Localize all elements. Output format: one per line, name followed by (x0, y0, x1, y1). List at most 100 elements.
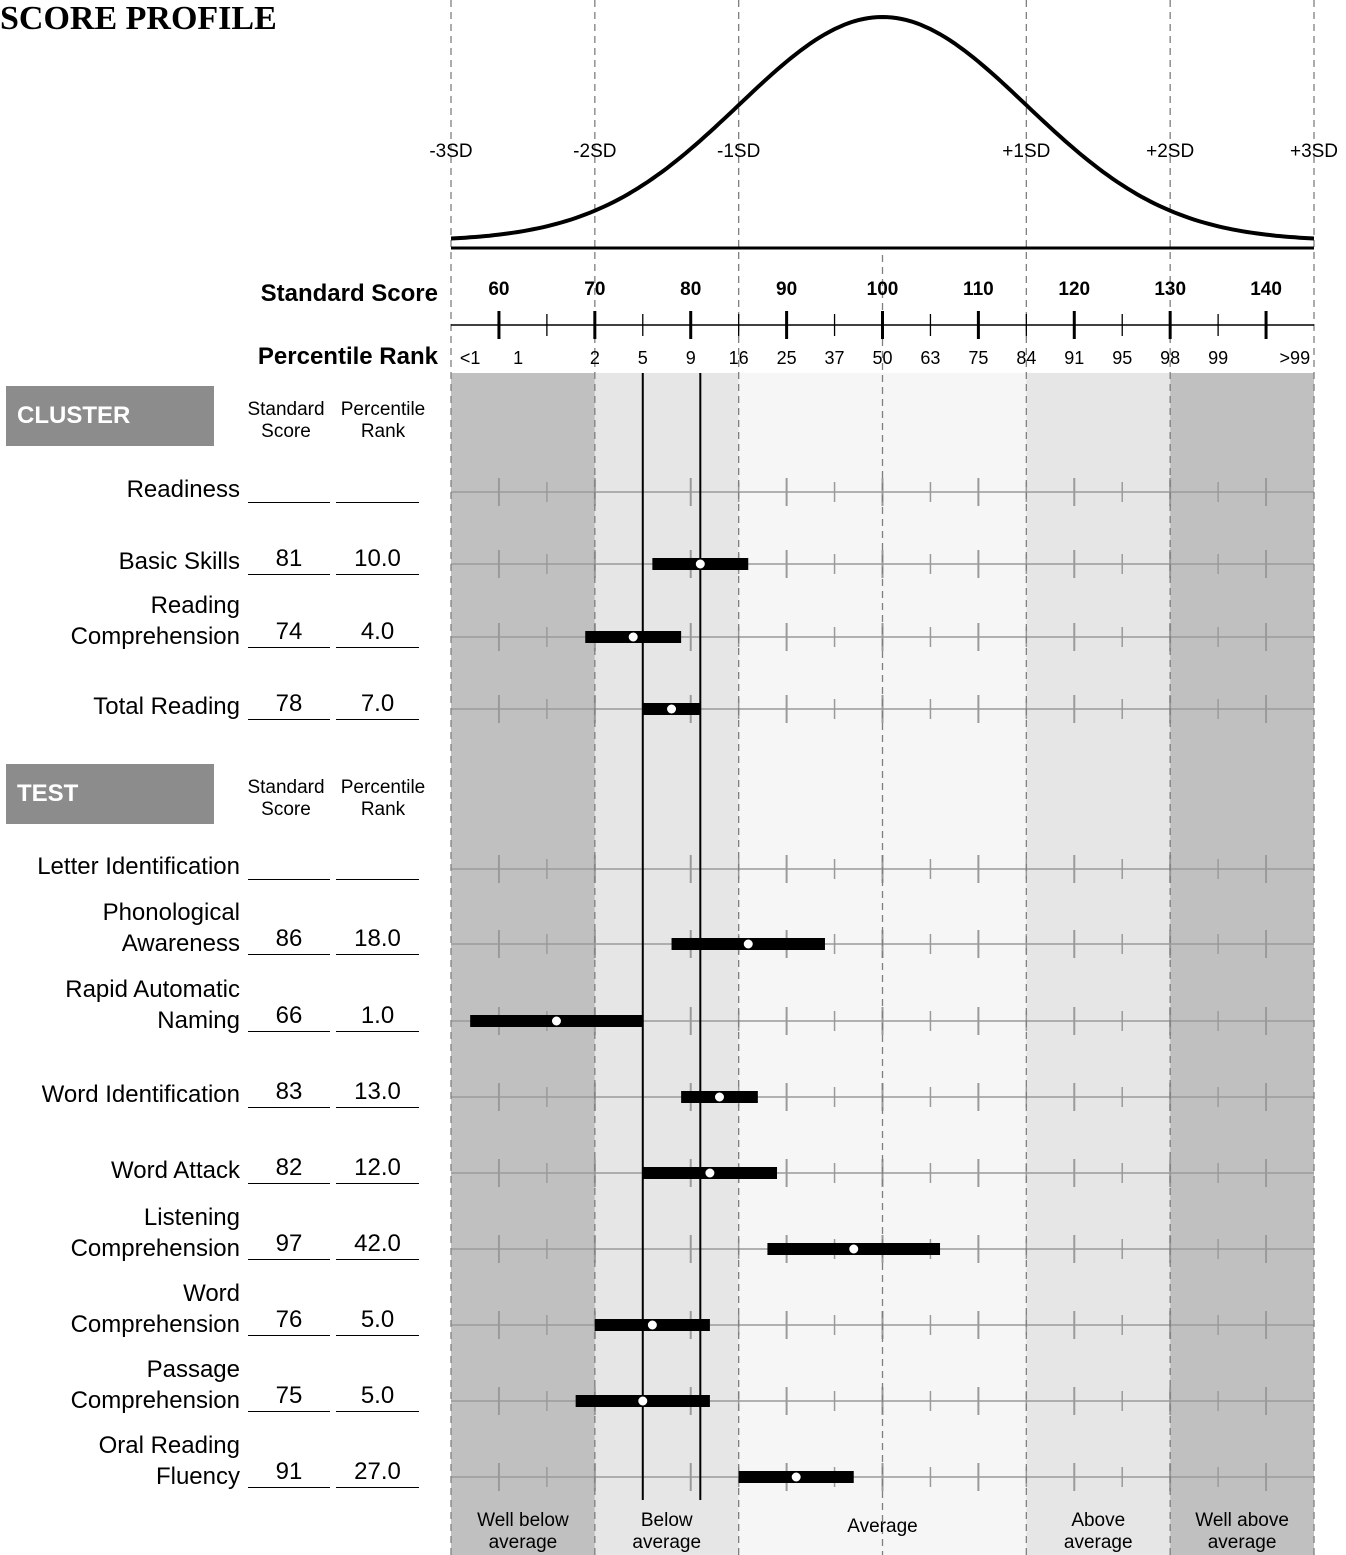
band-label: Above (1071, 1510, 1125, 1531)
band-4 (1170, 373, 1314, 1555)
ss-tick-label: 110 (963, 279, 994, 300)
test-section-header: TEST (6, 764, 214, 824)
test-score-marker (790, 1471, 802, 1483)
cluster-col-percentile-rank-text: Percentile Rank (340, 399, 426, 442)
sd-label: +3SD (1290, 141, 1338, 162)
test-row-label: Listening Comprehension (70, 1204, 240, 1262)
test-standard-score: 76 (248, 1305, 330, 1336)
test-row-label: Word Identification (41, 1081, 240, 1108)
test-percentile-rank: 5.0 (336, 1381, 419, 1412)
pr-tick-label: 2 (590, 348, 600, 368)
test-row-label: Letter Identification (37, 853, 240, 880)
test-standard-score: 86 (248, 924, 330, 955)
pr-tick-label: 50 (872, 348, 892, 368)
test-standard-score: 97 (248, 1229, 330, 1260)
cluster-percentile-rank: 10.0 (336, 544, 419, 575)
test-standard-score: 75 (248, 1381, 330, 1412)
test-row-label: Phonological Awareness (102, 899, 240, 957)
normal-curve (450, 14, 1315, 241)
cluster-section-header: CLUSTER (6, 386, 214, 446)
test-percentile-rank: 18.0 (336, 924, 419, 955)
cluster-row-label: Reading Comprehension (70, 592, 240, 650)
test-section-label: TEST (17, 780, 79, 807)
test-col-percentile-rank-text: Percentile Rank (340, 777, 426, 820)
test-standard-score: 91 (248, 1457, 330, 1488)
ss-tick-label: 70 (584, 279, 605, 300)
test-row-label: Oral Reading Fluency (98, 1432, 240, 1490)
band-label: Well below (477, 1510, 569, 1531)
test-row-label: Passage Comprehension (70, 1356, 240, 1414)
pr-tick-label: 99 (1208, 348, 1228, 368)
cluster-col-standard-score: Standard Score (242, 399, 330, 443)
test-score-marker (713, 1091, 725, 1103)
page-title: SCORE PROFILE (0, 0, 277, 37)
ss-tick-label: 90 (776, 279, 797, 300)
test-score-marker (550, 1015, 562, 1027)
cluster-section-label: CLUSTER (17, 402, 131, 429)
cluster-col-standard-score-text: Standard Score (247, 399, 325, 442)
sd-label: +2SD (1146, 141, 1194, 162)
test-standard-score: 66 (248, 1001, 330, 1032)
band-label: Average (847, 1516, 917, 1537)
band-0 (451, 373, 595, 1555)
pr-tick-label: 98 (1160, 348, 1180, 368)
ss-tick-label: 60 (488, 279, 509, 300)
test-percentile-rank (336, 849, 419, 880)
sd-label: +1SD (1002, 141, 1050, 162)
pr-tick-label: 25 (777, 348, 797, 368)
band-label: Well above (1195, 1510, 1289, 1531)
pr-tick-label: 75 (968, 348, 988, 368)
test-percentile-rank: 13.0 (336, 1077, 419, 1108)
band-label: Below (641, 1510, 693, 1531)
pr-tick-label: 37 (825, 348, 845, 368)
cluster-row-label: Basic Skills (118, 548, 240, 575)
pr-tick-label: >99 (1280, 348, 1311, 368)
band-label: average (489, 1532, 558, 1553)
pr-tick-label: 84 (1016, 348, 1036, 368)
test-standard-score (248, 849, 330, 880)
ss-tick-label: 120 (1058, 279, 1090, 300)
test-percentile-rank: 5.0 (336, 1305, 419, 1336)
pr-tick-label: 5 (638, 348, 648, 368)
cluster-percentile-rank: 7.0 (336, 689, 419, 720)
ss-tick-label: 80 (680, 279, 701, 300)
ss-tick-label: 130 (1154, 279, 1186, 300)
test-col-standard-score-text: Standard Score (247, 777, 325, 820)
cluster-score-marker (627, 631, 639, 643)
ss-tick-label: 100 (867, 279, 899, 300)
pr-tick-label: 95 (1112, 348, 1132, 368)
test-score-marker (646, 1319, 658, 1331)
test-score-marker (637, 1395, 649, 1407)
cluster-percentile-rank (336, 472, 419, 503)
band-label: average (1064, 1532, 1133, 1553)
band-1 (594, 373, 739, 1555)
test-row-label: Word Comprehension (70, 1280, 240, 1338)
test-percentile-rank: 1.0 (336, 1001, 419, 1032)
pr-tick-label: 91 (1064, 348, 1084, 368)
band-label: average (1208, 1532, 1277, 1553)
test-score-marker (742, 938, 754, 950)
cluster-standard-score: 78 (248, 689, 330, 720)
cluster-row-label: Total Reading (93, 693, 240, 720)
cluster-row-label: Readiness (126, 476, 240, 503)
standard-score-axis-title: Standard Score (260, 280, 438, 307)
cluster-standard-score: 74 (248, 617, 330, 648)
test-percentile-rank: 12.0 (336, 1153, 419, 1184)
pr-tick-label: <1 (460, 348, 481, 368)
sd-label: -1SD (717, 141, 760, 162)
test-row-label: Rapid Automatic Naming (65, 976, 240, 1034)
test-percentile-rank: 27.0 (336, 1457, 419, 1488)
sd-label: -2SD (573, 141, 616, 162)
test-standard-score: 82 (248, 1153, 330, 1184)
pr-tick-label: 9 (686, 348, 696, 368)
test-percentile-rank: 42.0 (336, 1229, 419, 1260)
test-row-label: Word Attack (111, 1157, 240, 1184)
test-standard-score: 83 (248, 1077, 330, 1108)
band-3 (1026, 373, 1171, 1555)
ss-tick-label: 140 (1250, 279, 1282, 300)
percentile-rank-axis-title: Percentile Rank (257, 343, 438, 370)
band-label: average (632, 1532, 701, 1553)
cluster-percentile-rank: 4.0 (336, 617, 419, 648)
sd-label: -3SD (429, 141, 472, 162)
